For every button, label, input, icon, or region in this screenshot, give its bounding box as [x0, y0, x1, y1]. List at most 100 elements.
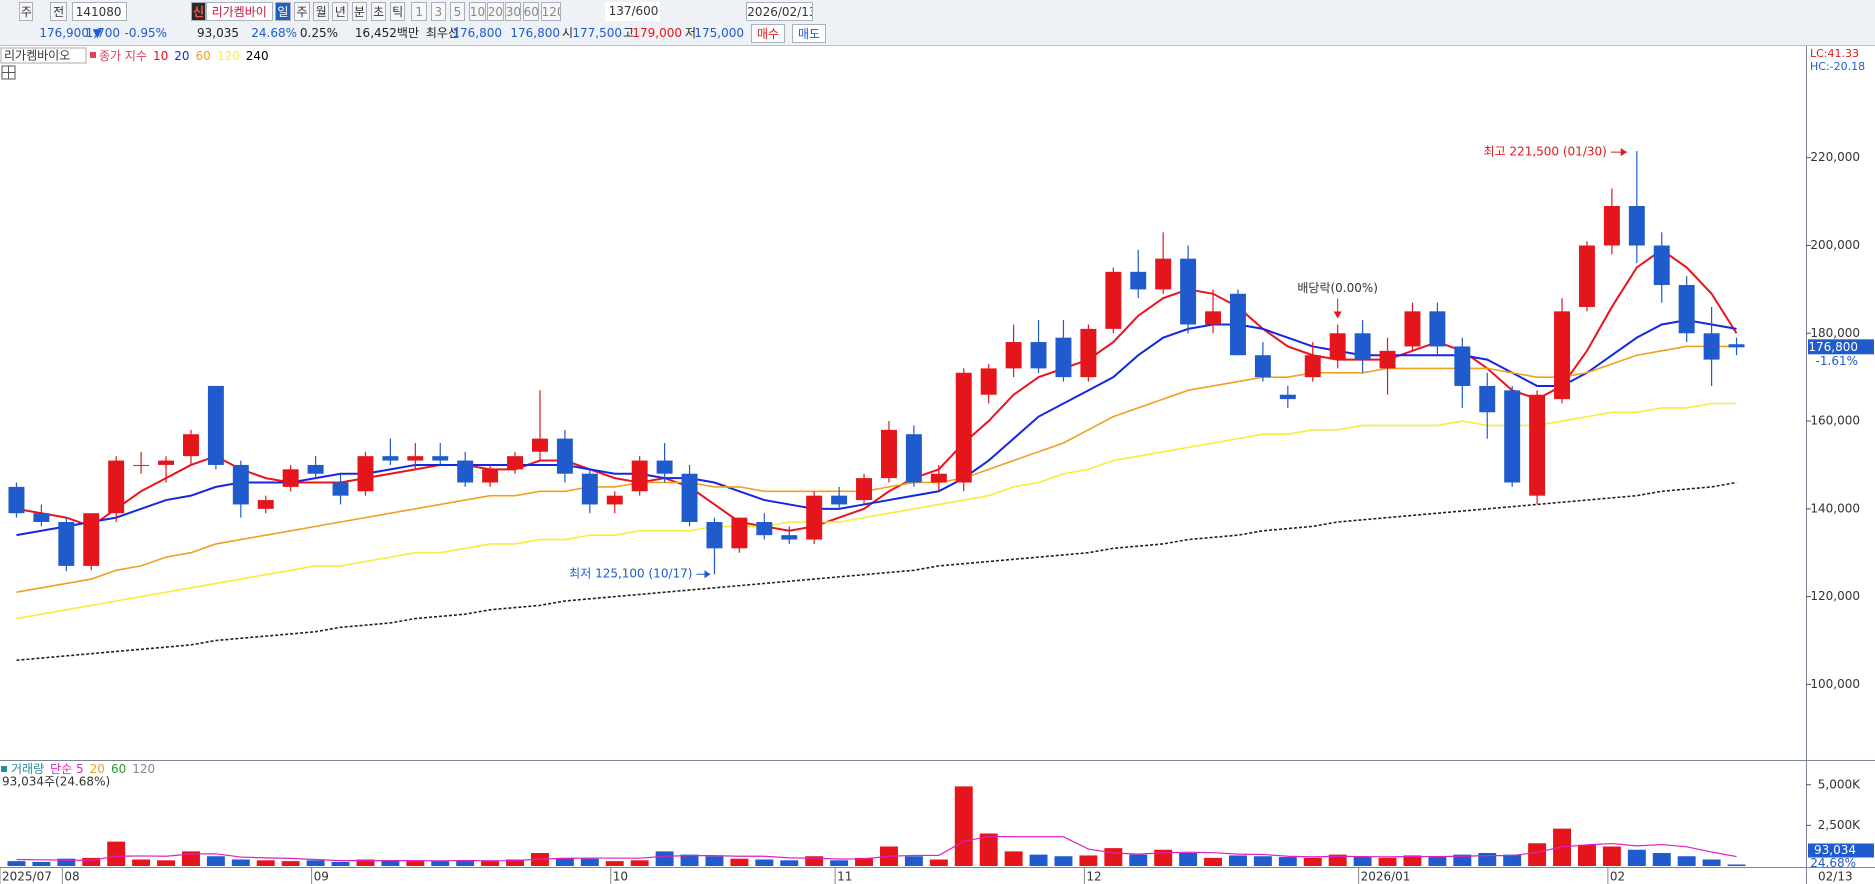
last-price-box — [1808, 339, 1874, 355]
volume-bar — [1104, 848, 1123, 866]
candle-body — [1030, 342, 1047, 369]
volume-bar — [1627, 849, 1646, 866]
toolbar-button[interactable]: 20 — [486, 2, 504, 21]
toolbar-button[interactable]: 일 — [275, 2, 291, 21]
volume-bar — [7, 861, 26, 866]
toolbar-button[interactable]: 5 — [449, 2, 466, 21]
y-tick-label: 200,000 — [1810, 238, 1860, 252]
toolbar-button[interactable]: 3 — [430, 2, 447, 21]
volume-bar — [1129, 854, 1148, 866]
last-volume-box — [1808, 843, 1874, 858]
candle-body — [8, 486, 25, 514]
toolbar-button[interactable]: 주 — [294, 2, 310, 21]
candle-body — [282, 469, 299, 487]
y-tick-label: 180,000 — [1810, 326, 1860, 340]
toolbar-button[interactable]: 전 — [50, 2, 67, 21]
buy-button[interactable]: 매수 — [751, 24, 785, 43]
volume-bar — [231, 859, 250, 866]
legend-swatch — [90, 52, 96, 58]
volume-bar — [1179, 853, 1198, 866]
x-tick-label: 12 — [1086, 870, 1101, 884]
candle-body — [831, 495, 848, 505]
end-date: 02/13 — [1818, 870, 1853, 884]
quote-field: 176,800 — [510, 26, 560, 40]
volume-bar — [979, 833, 998, 866]
candle-body — [1005, 342, 1022, 369]
chart-title: 리가켐바이오 — [4, 49, 70, 63]
indicator: HC:-20.18 — [1810, 60, 1865, 73]
quote-field: 1,700 — [85, 26, 120, 40]
legend-entry: 240 — [246, 49, 269, 63]
toolbar-button[interactable]: 리가켐바이 — [205, 2, 273, 21]
volume-bar — [1652, 853, 1671, 866]
toolbar-button[interactable]: 137 — [605, 2, 632, 21]
candle-body — [1678, 285, 1695, 334]
toolbar-button[interactable]: 월 — [313, 2, 329, 21]
last-price: 176,800 — [1808, 340, 1858, 354]
toolbar-button[interactable]: 30 — [504, 2, 522, 21]
quote-field: 177,500 — [572, 26, 622, 40]
legend-swatch — [1, 766, 7, 772]
quote-field: 시 — [561, 26, 573, 40]
volume-bar — [755, 859, 774, 866]
toolbar-button[interactable]: 2026/02/13 — [746, 2, 814, 21]
candle-body — [1304, 355, 1321, 378]
volume-bar — [406, 861, 425, 866]
y-tick-label: 140,000 — [1810, 501, 1860, 515]
candle-body — [232, 464, 249, 505]
toolbar-button[interactable]: 141080 — [71, 2, 127, 21]
candle-body — [257, 500, 274, 509]
quote-field: 93,035 — [197, 26, 239, 40]
sell-button[interactable]: 매도 — [792, 24, 826, 43]
candle-body — [1404, 311, 1421, 347]
volume-bar — [805, 856, 824, 866]
toolbar-button[interactable]: 분 — [351, 2, 368, 21]
quote-field: 0.25% — [299, 26, 338, 40]
volume-bar — [481, 861, 500, 866]
volume-bar — [580, 858, 599, 866]
candle-body — [482, 469, 499, 483]
volume-bar — [680, 854, 699, 866]
y-tick-label: 120,000 — [1810, 589, 1860, 603]
candle-body — [681, 473, 698, 522]
volume-bar — [1378, 857, 1397, 866]
toolbar-button[interactable]: 주 — [19, 2, 34, 21]
candle-body — [1628, 206, 1645, 246]
candle-body — [706, 522, 723, 549]
volume-bar — [356, 859, 375, 866]
toolbar-button[interactable]: 년 — [332, 2, 349, 21]
toolbar-button[interactable]: 틱 — [389, 2, 406, 21]
toolbar-button[interactable]: 초 — [370, 2, 387, 21]
candle-body — [1279, 394, 1296, 400]
candle-body — [631, 460, 648, 492]
toolbar-button[interactable]: 10 — [468, 2, 486, 21]
toolbar-button[interactable]: 120 — [540, 2, 561, 21]
y-tick-label: 5,000K — [1818, 777, 1861, 791]
volume-bar — [1602, 846, 1621, 866]
volume-bar — [1303, 857, 1322, 866]
toolbar-button[interactable]: 60 — [522, 2, 540, 21]
toolbar-button[interactable]: 1 — [411, 2, 427, 21]
toolbar-button[interactable]: 신 — [191, 2, 206, 21]
candle-body — [432, 456, 449, 461]
candle-body — [58, 522, 75, 566]
annotation-arrowhead — [1620, 148, 1627, 157]
candle-body — [1055, 337, 1072, 378]
moving-average — [16, 481, 1737, 662]
volume-bar — [555, 857, 574, 866]
volume-bar — [181, 851, 200, 866]
y-tick-label: 160,000 — [1810, 414, 1860, 428]
legend-entry: 120 — [132, 762, 155, 776]
legend-entry: 거래량 — [11, 762, 44, 776]
volume-bar — [32, 861, 51, 866]
candle-body — [1454, 346, 1471, 386]
candle-body — [1354, 333, 1371, 360]
volume-bar — [1004, 851, 1023, 866]
legend-entry: 120 — [217, 49, 240, 63]
volume-bar — [107, 841, 126, 866]
toolbar-button[interactable]: /600 — [631, 2, 661, 21]
volume-bar — [929, 859, 948, 866]
candle-body — [756, 522, 773, 536]
candle-body — [1329, 333, 1346, 360]
volume-bar — [954, 786, 973, 866]
